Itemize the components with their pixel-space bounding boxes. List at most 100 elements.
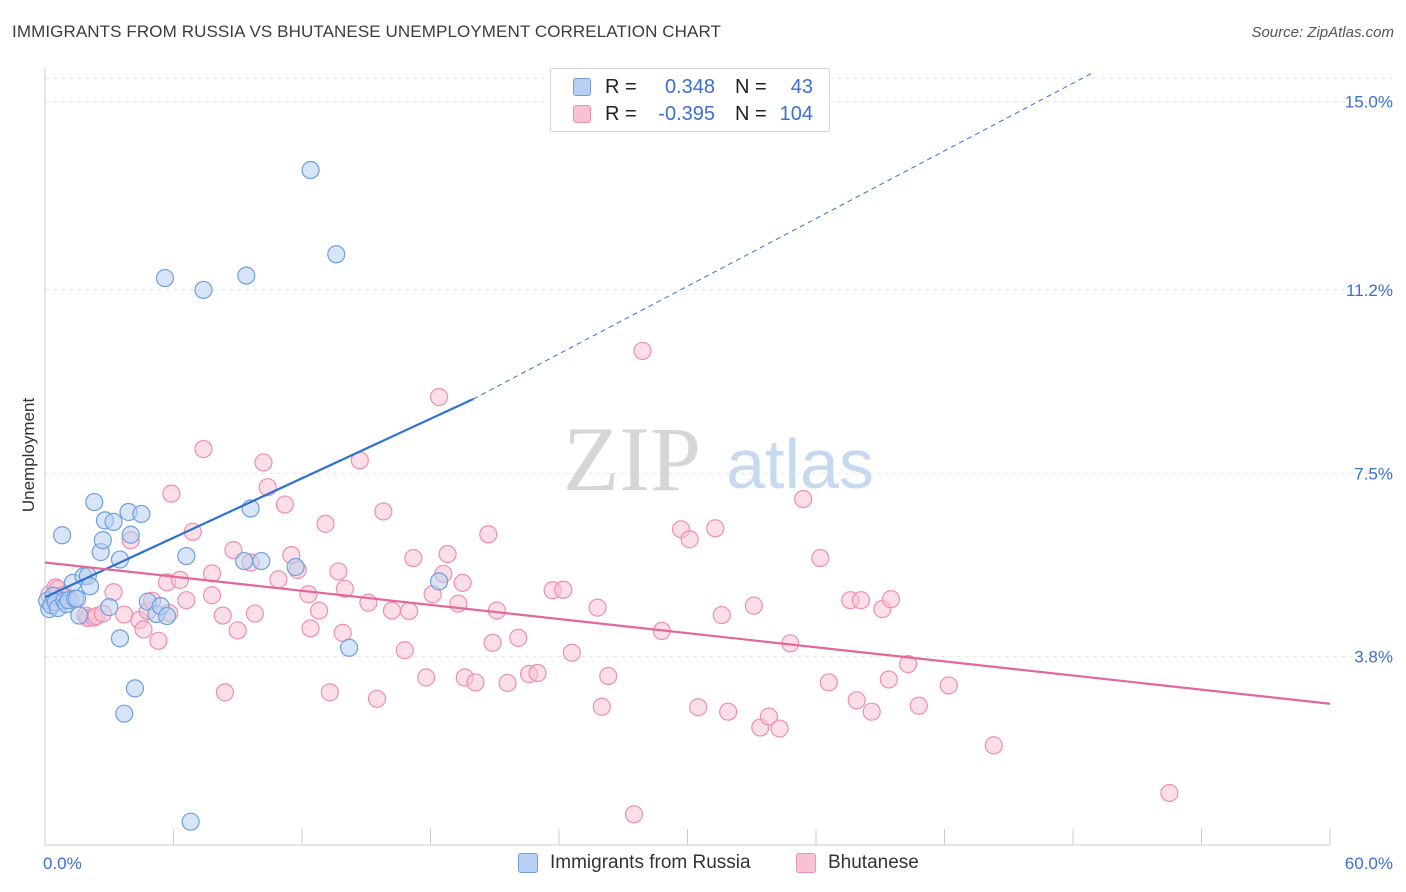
russia-point — [121, 525, 140, 544]
bhutanese-point — [624, 805, 644, 824]
legend-r-value: 0.348 — [664, 75, 715, 98]
legend-swatch-bhutanese — [796, 853, 816, 873]
bhutanese-point — [588, 598, 607, 617]
legend-r-label: R = — [605, 75, 637, 98]
bhutanese-point — [984, 736, 1003, 755]
legend-r-value: -0.395 — [658, 102, 715, 125]
bhutanese-point — [213, 606, 232, 625]
legend-swatch-russia — [573, 78, 591, 96]
x-tick-label: 0.0% — [43, 854, 82, 873]
bhutanese-point — [879, 670, 898, 689]
russia-point — [68, 589, 87, 608]
russia-point — [340, 638, 359, 657]
bhutanese-point — [562, 643, 581, 662]
russia-point — [125, 679, 145, 698]
bhutanese-point — [417, 668, 436, 687]
russia-trend-line — [44, 397, 474, 599]
legend-row-bhutanese: R = -0.395 N = 104 — [573, 102, 813, 126]
bhutanese-point — [316, 514, 335, 533]
bhutanese-point — [881, 590, 901, 609]
bhutanese-point — [215, 683, 234, 702]
bhutanese-point — [162, 484, 181, 503]
russia-point — [252, 551, 271, 571]
bhutanese-point — [599, 666, 618, 686]
legend-swatch-russia — [518, 853, 538, 873]
bhutanese-point — [329, 562, 348, 581]
russia-point — [93, 531, 112, 550]
bhutanese-point — [275, 495, 294, 514]
legend-item-bhutanese: Bhutanese — [796, 852, 919, 874]
bhutanese-point — [851, 591, 871, 610]
bhutanese-point — [310, 601, 329, 620]
russia-point — [70, 606, 89, 625]
bhutanese-point — [498, 673, 517, 693]
russia-point — [80, 577, 100, 596]
y-tick-label: 7.5% — [1354, 464, 1393, 483]
bhutanese-point — [170, 570, 190, 589]
bhutanese-point — [134, 620, 153, 639]
bhutanese-point — [335, 579, 354, 598]
russia-point — [132, 504, 151, 524]
bhutanese-point — [466, 673, 485, 692]
bhutanese-point — [367, 689, 387, 708]
russia-point — [177, 546, 196, 566]
bhutanese-point — [847, 691, 866, 710]
legend-label-bhutanese: Bhutanese — [828, 852, 919, 873]
russia-point — [53, 526, 72, 545]
legend-n-label: N = — [735, 75, 767, 98]
watermark-atlas: atlas — [726, 425, 874, 503]
x-tick-label: 60.0% — [1345, 854, 1393, 873]
chart-title: IMMIGRANTS FROM RUSSIA VS BHUTANESE UNEM… — [12, 22, 722, 41]
bhutanese-point — [194, 439, 213, 459]
russia-point — [85, 492, 104, 512]
legend-r-label: R = — [605, 102, 637, 125]
bhutanese-point — [404, 548, 423, 568]
watermark: ZIP atlas — [563, 408, 874, 510]
russia-point — [181, 812, 200, 831]
bhutanese-point — [706, 519, 725, 538]
bhutanese-trend-line — [44, 561, 1331, 705]
legend-swatch-bhutanese — [573, 105, 591, 123]
bhutanese-point — [399, 601, 419, 621]
bhutanese-point — [301, 619, 320, 638]
bhutanese-point — [453, 573, 472, 592]
bhutanese-point — [509, 628, 528, 647]
russia-point — [115, 704, 134, 723]
bhutanese-point — [202, 586, 222, 605]
bhutanese-point — [939, 676, 958, 695]
russia-point — [301, 160, 320, 180]
bhutanese-point — [438, 545, 457, 564]
bhutanese-point — [245, 604, 264, 623]
russia-point — [155, 268, 175, 288]
bhutanese-point — [224, 541, 243, 560]
axes-layer — [44, 68, 1331, 846]
bhutanese-point — [429, 387, 449, 407]
bhutanese-point — [744, 596, 763, 615]
series-russia-points — [38, 160, 449, 831]
russia-point — [235, 551, 254, 571]
y-tick-label: 11.2% — [1346, 281, 1393, 300]
russia-point — [100, 598, 119, 617]
russia-point — [110, 629, 130, 648]
russia-point — [327, 245, 346, 264]
correlation-legend: R = 0.348 N = 43 R = -0.395 N = 104 — [550, 68, 830, 132]
bhutanese-point — [680, 530, 699, 549]
bhutanese-point — [909, 696, 928, 715]
source-credit: Source: ZipAtlas.com — [1251, 24, 1394, 41]
bhutanese-point — [898, 655, 918, 674]
bhutanese-point — [811, 548, 830, 568]
tick-labels: 3.8% 7.5% 11.2% 15.0% 0.0% 60.0% — [43, 93, 1393, 873]
series-bhutanese-points — [40, 341, 1179, 824]
legend-n-value: 104 — [779, 102, 813, 125]
bhutanese-point — [592, 697, 611, 716]
bhutanese-point — [862, 702, 881, 721]
legend-n-value: 43 — [790, 75, 813, 98]
bhutanese-point — [228, 621, 247, 640]
bhutanese-point — [819, 673, 838, 692]
legend-label-russia: Immigrants from Russia — [550, 852, 751, 873]
bhutanese-point — [794, 489, 813, 509]
legend-n-label: N = — [735, 102, 767, 125]
bhutanese-point — [254, 453, 273, 472]
bhutanese-point — [554, 580, 573, 599]
